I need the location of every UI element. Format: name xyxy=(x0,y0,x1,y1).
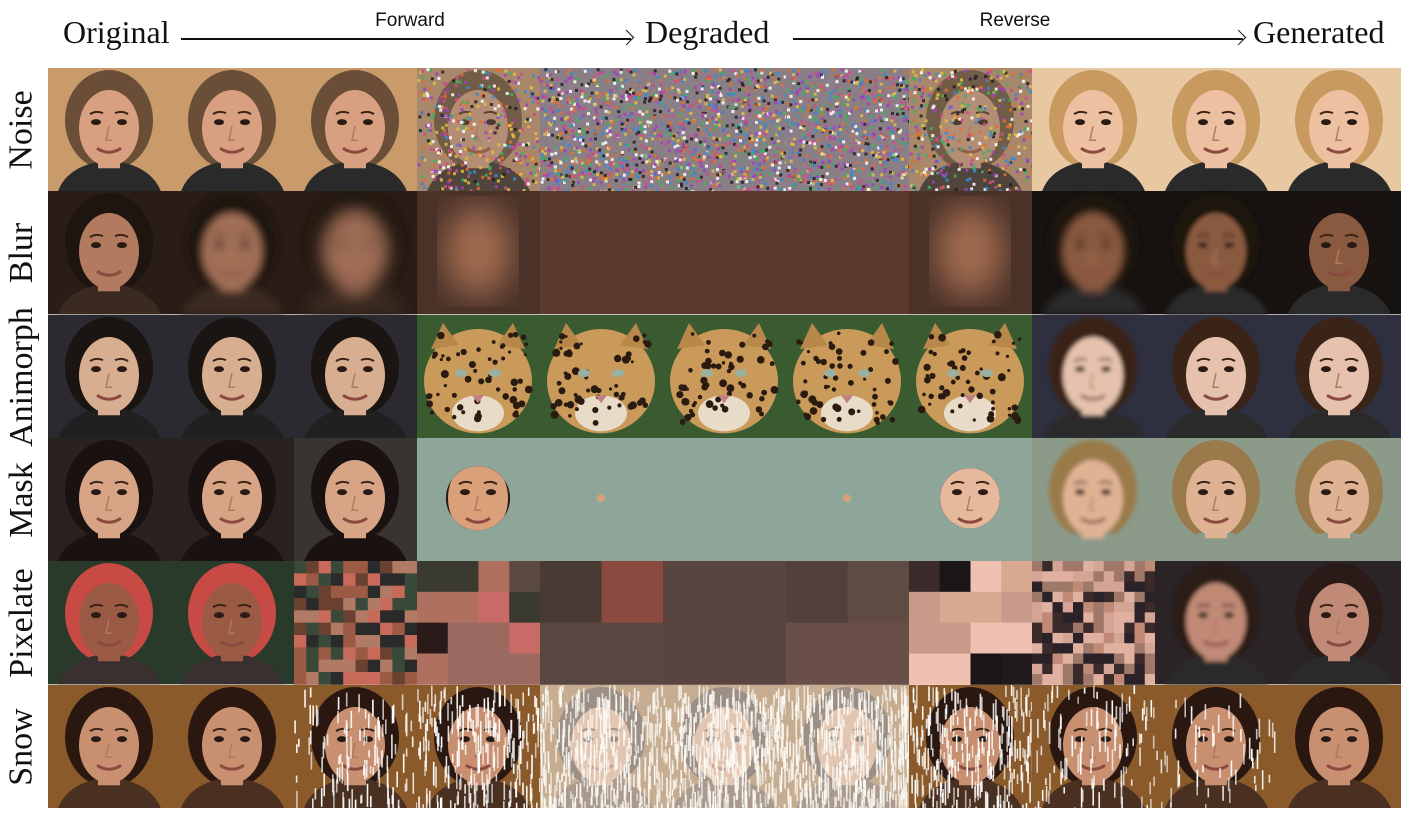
snow-image-9 xyxy=(1032,684,1155,808)
snow-image-11 xyxy=(1278,684,1401,808)
mask-image-3 xyxy=(294,437,417,562)
row-label-pixelate: Pixelate xyxy=(3,567,40,678)
blur-image-7 xyxy=(786,191,909,315)
snow-image-2 xyxy=(171,684,294,808)
blur-image-3 xyxy=(294,191,417,315)
noise-image-6 xyxy=(663,68,786,192)
animorph-image-5 xyxy=(540,314,663,438)
reverse-label: Reverse xyxy=(979,10,1051,31)
noise-image-4 xyxy=(417,68,540,192)
noise-image-9 xyxy=(1032,68,1155,192)
animorph-image-4 xyxy=(417,314,540,438)
animorph-image-2 xyxy=(171,314,294,438)
animorph-image-3 xyxy=(294,314,417,438)
noise-image-5 xyxy=(540,68,663,192)
blur-image-9 xyxy=(1032,191,1155,315)
blur-image-8 xyxy=(909,191,1032,315)
row-label-noise: Noise xyxy=(3,89,41,170)
snow-image-3 xyxy=(294,684,417,808)
animorph-image-11 xyxy=(1278,314,1401,438)
animorph-image-7 xyxy=(786,314,909,438)
blur-image-6 xyxy=(663,191,786,315)
pixelate-image-4 xyxy=(417,561,540,685)
mask-image-5 xyxy=(540,437,663,562)
forward-label: Forward xyxy=(375,10,445,31)
mask-image-7 xyxy=(786,437,909,562)
blur-image-1 xyxy=(48,191,171,315)
snow-image-1 xyxy=(48,684,171,808)
pixelate-image-6 xyxy=(663,561,786,685)
animorph-image-8 xyxy=(909,314,1032,438)
snow-image-8 xyxy=(909,684,1032,808)
blur-image-11 xyxy=(1278,191,1401,315)
row-label-blur: Blur xyxy=(3,222,41,283)
reverse-arrow xyxy=(793,38,1243,40)
mask-image-4 xyxy=(417,437,540,562)
blur-image-2 xyxy=(171,191,294,315)
animorph-image-10 xyxy=(1155,314,1278,438)
original-label: Original xyxy=(63,14,170,50)
blur-image-4 xyxy=(417,191,540,315)
animorph-image-1 xyxy=(48,314,171,438)
noise-image-3 xyxy=(294,68,417,192)
pixelate-image-11 xyxy=(1278,561,1401,685)
snow-image-6 xyxy=(663,684,786,808)
pixelate-image-3 xyxy=(294,561,417,685)
snow-image-10 xyxy=(1155,684,1278,808)
pixelate-image-7 xyxy=(786,561,909,685)
mask-image-6 xyxy=(663,437,786,562)
noise-image-10 xyxy=(1155,68,1278,192)
pixelate-image-2 xyxy=(171,561,294,685)
animorph-image-9 xyxy=(1032,314,1155,438)
noise-image-8 xyxy=(909,68,1032,192)
pixelate-image-8 xyxy=(909,561,1032,685)
pixelate-image-5 xyxy=(540,561,663,685)
mask-image-8 xyxy=(909,437,1032,562)
row-label-animorph: Animorph xyxy=(3,306,40,447)
snow-image-5 xyxy=(540,684,663,808)
snow-image-7 xyxy=(786,684,909,808)
noise-image-2 xyxy=(171,68,294,192)
blur-image-5 xyxy=(540,191,663,315)
mask-image-2 xyxy=(171,437,294,562)
noise-image-7 xyxy=(786,68,909,192)
image-grid xyxy=(48,68,1401,808)
mask-image-1 xyxy=(48,437,171,562)
mask-image-9 xyxy=(1032,437,1155,562)
noise-image-1 xyxy=(48,68,171,192)
snow-image-4 xyxy=(417,684,540,808)
forward-arrow xyxy=(181,38,631,40)
noise-image-11 xyxy=(1278,68,1401,192)
pixelate-image-1 xyxy=(48,561,171,685)
generated-label: Generated xyxy=(1253,14,1385,50)
row-label-snow: Snow xyxy=(3,707,40,786)
blur-image-10 xyxy=(1155,191,1278,315)
pixelate-image-9 xyxy=(1032,561,1155,685)
pixelate-image-10 xyxy=(1155,561,1278,685)
mask-image-10 xyxy=(1155,437,1278,562)
degraded-label: Degraded xyxy=(645,14,770,50)
animorph-image-6 xyxy=(663,314,786,438)
mask-image-11 xyxy=(1278,437,1401,562)
row-label-mask: Mask xyxy=(3,461,40,538)
